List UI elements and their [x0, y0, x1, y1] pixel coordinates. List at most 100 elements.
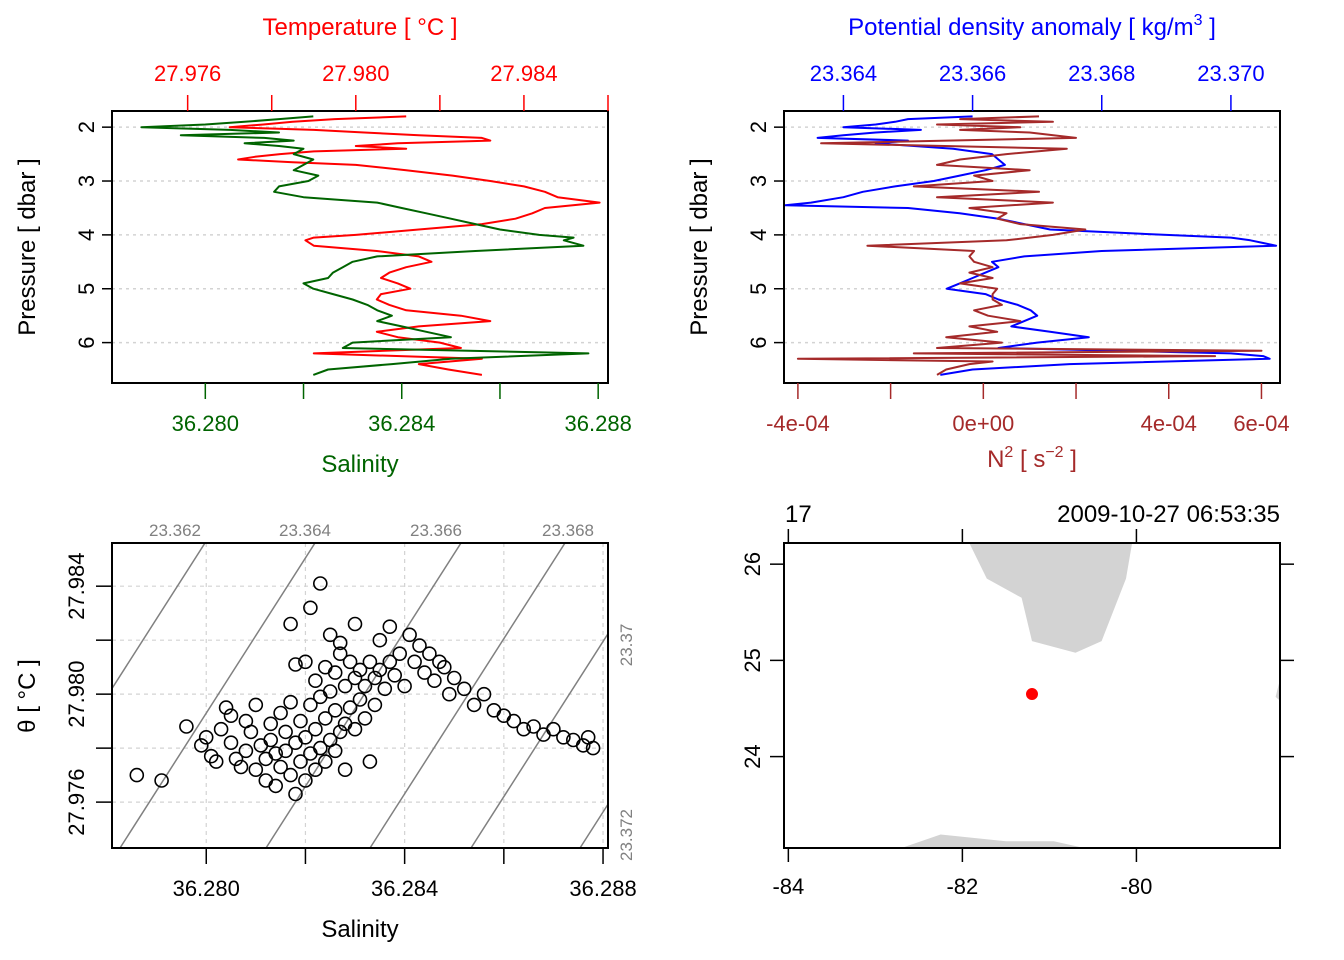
p3-axes: 36.280 36.284 36.288 27.976 27.980 27.984 23.3…: [64, 521, 637, 901]
p3-data-point: [392, 646, 408, 662]
p3-data-point: [585, 740, 601, 756]
p1-y-tick-label: 6: [74, 336, 99, 348]
p4-land-polygon: [901, 834, 1085, 848]
p2-series: [784, 115, 1278, 376]
p2-y-tick-label: 4: [746, 229, 771, 241]
p2-top-tick-label: 23.366: [939, 61, 1006, 86]
p3-data-point: [436, 659, 452, 675]
p1-y-tick-label: 5: [74, 283, 99, 295]
p3-data-point: [298, 773, 313, 788]
p3-data-point: [263, 716, 279, 732]
p2-bottom-title-sup: 2: [1004, 444, 1013, 461]
p3-gridlines: [112, 543, 608, 848]
p3-data-point: [372, 662, 388, 678]
p3-data-point: [312, 576, 328, 591]
p2-axes: 2 3 4 5 6 23.364 23.366 23.368 23.370 -4e-04 0e+00…: [746, 61, 1290, 436]
p3-data-point: [179, 719, 194, 734]
p3-data-point: [367, 697, 383, 713]
p3-data-point: [129, 767, 145, 783]
p2-bottom-axis-title: N2 [ s−2 ]: [987, 444, 1077, 473]
p3-plot-frame: [111, 542, 609, 849]
ts-diagram-panel: 36.280 36.284 36.288 27.976 27.980 27.984 23.3…: [14, 521, 637, 943]
p2-top-title-sup: 3: [1194, 12, 1203, 29]
p1-series-salinity: [140, 115, 590, 376]
p3-data-point: [258, 751, 274, 767]
p2-y-tick-label: 5: [746, 283, 771, 295]
p3-data-point: [352, 662, 368, 678]
p3-data-point: [317, 659, 333, 675]
p3-data-point: [233, 759, 249, 775]
p2-top-title-end: ]: [1203, 14, 1216, 41]
p2-plot-frame: [783, 110, 1281, 384]
p3-data-point: [308, 721, 323, 737]
p3-data-point: [387, 667, 403, 683]
p3-data-point: [312, 740, 328, 756]
p3-data-point: [367, 670, 383, 686]
p2-y-tick-label: 3: [746, 175, 771, 187]
p3-data-point: [466, 697, 482, 713]
p3-data-point: [312, 689, 328, 705]
p2-top-axis-title: Potential density anomaly [ kg/m3 ]: [848, 12, 1216, 41]
p3-data-point: [283, 616, 298, 632]
p3-data-point: [203, 748, 219, 764]
p3-data-point: [402, 627, 417, 643]
p3-data-point: [372, 632, 388, 648]
p3-data-point: [308, 673, 323, 689]
p3-data-point: [546, 721, 561, 737]
p3-data-point: [198, 729, 214, 745]
p4-station-marker: [1026, 688, 1038, 701]
p3-data-point: [337, 678, 353, 694]
p3-data-point: [317, 754, 333, 769]
p4-plot-frame: [783, 542, 1281, 849]
p4-land-polygon: [969, 543, 1133, 653]
p2-top-title-main: Potential density anomaly [ kg/m: [848, 14, 1194, 41]
p1-top-tick-label: 27.984: [490, 61, 557, 86]
p1-top-tick-label: 27.980: [322, 61, 389, 86]
p4-datetime-label: 2009-10-27 06:53:35: [1057, 501, 1280, 528]
p3-data-point: [213, 721, 229, 737]
p3-data-point: [332, 635, 348, 651]
p3-data-point: [575, 738, 591, 753]
p1-axes: 2 3 4 5 6 27.976 27.980 27.984 36.280 36.284 36.28…: [74, 61, 632, 436]
p3-data-point: [342, 654, 358, 670]
p4-land-polygon: [1275, 679, 1280, 701]
p3-data-point: [288, 735, 303, 751]
p4-station-marker-group: [1026, 688, 1038, 701]
p4-x-tick-label: -84: [772, 874, 804, 899]
p3-data-point: [412, 638, 427, 653]
p3-data-point: [332, 646, 348, 662]
p3-data-point: [208, 754, 224, 769]
p3-data-point: [506, 713, 522, 729]
p3-isopycnal-label: 23.368: [542, 521, 594, 540]
p4-axes: -84 -82 -80 24 25 26: [740, 529, 1294, 899]
p3-data-point: [342, 700, 358, 715]
p1-y-tick-label: 2: [74, 121, 99, 133]
p1-y-tick-label: 3: [74, 175, 99, 187]
p3-data-point: [268, 746, 284, 761]
p3-isopycnal-label: 23.364: [279, 521, 331, 540]
p3-data-point: [223, 708, 239, 724]
p1-bottom-tick-label: 36.284: [368, 411, 435, 436]
p3-data-point: [327, 702, 343, 718]
p3-data-point: [223, 735, 239, 751]
p3-y-tick-label: 27.984: [64, 553, 89, 620]
p2-bottom-title-main: N: [987, 446, 1004, 473]
p3-data-point: [298, 729, 313, 745]
p3-data-point: [556, 729, 571, 745]
p3-data-point: [377, 681, 393, 697]
p4-land: [901, 543, 1280, 848]
p3-data-point: [228, 751, 244, 767]
p3-data-point: [362, 654, 378, 670]
p3-data-point: [446, 670, 462, 686]
p1-y-tick-label: 4: [74, 229, 99, 241]
p3-isopycnal-line: [265, 543, 462, 848]
p3-data-point: [347, 670, 363, 686]
p3-data-point: [347, 616, 363, 632]
p2-bottom-tick-label: 4e-04: [1141, 411, 1197, 436]
p3-data-point: [441, 686, 457, 702]
p1-top-axis-title: Temperature [ °C ]: [263, 14, 458, 41]
station-map-panel: -84 -82 -80 24 25 26 17 2009-10-27 06:53:35: [740, 501, 1294, 899]
p2-series-potential-density-anomaly: [784, 115, 1278, 376]
p3-data-point: [476, 686, 492, 702]
